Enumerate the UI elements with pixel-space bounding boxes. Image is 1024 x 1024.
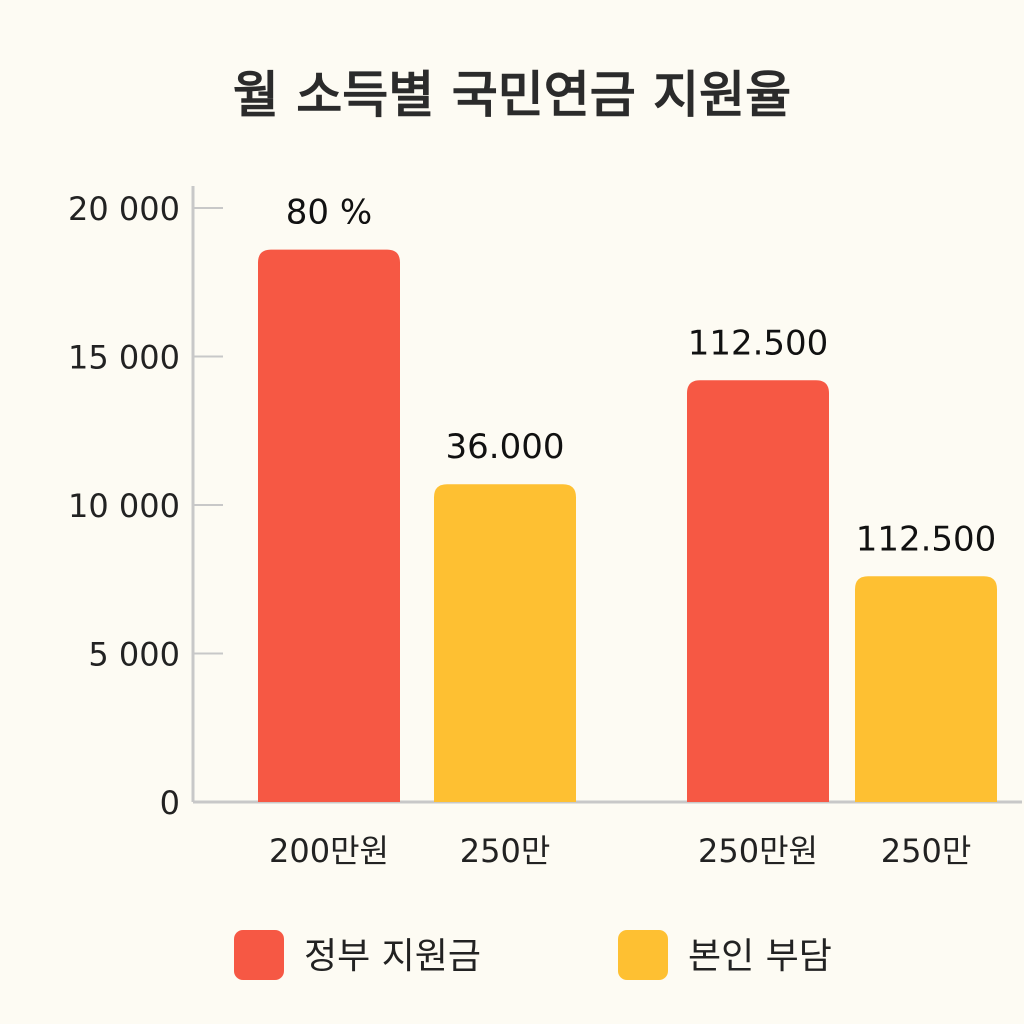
data-label: 112.500 bbox=[856, 519, 997, 559]
bar bbox=[687, 380, 829, 802]
bar bbox=[258, 249, 400, 802]
y-tick-label: 15 000 bbox=[68, 339, 180, 377]
bar bbox=[434, 484, 576, 802]
axes: 0 5 000 10 000 15 000 20 000 bbox=[68, 186, 1022, 822]
legend-label: 정부 지원금 bbox=[304, 936, 481, 977]
chart-title: 월 소득별 국민연금 지원율 bbox=[233, 66, 791, 124]
legend: 정부 지원금 본인 부담 bbox=[234, 930, 832, 980]
x-tick-label: 200만원 bbox=[269, 832, 389, 870]
y-tick-label: 0 bbox=[160, 784, 180, 822]
bars: 80 % 200만원 36.000 250만 112.500 250만원 112.500 25… bbox=[258, 193, 997, 870]
legend-swatch bbox=[234, 930, 284, 980]
data-label: 36.000 bbox=[446, 427, 565, 467]
y-tick-label: 20 000 bbox=[68, 190, 180, 228]
x-tick-label: 250만원 bbox=[698, 832, 818, 870]
legend-label: 본인 부담 bbox=[688, 936, 832, 977]
bar bbox=[855, 576, 997, 802]
legend-swatch bbox=[618, 930, 668, 980]
y-tick-label: 10 000 bbox=[68, 487, 180, 525]
x-tick-label: 250만 bbox=[460, 832, 551, 870]
x-tick-label: 250만 bbox=[881, 832, 972, 870]
data-label: 80 % bbox=[286, 193, 372, 233]
data-label: 112.500 bbox=[688, 323, 829, 363]
y-tick-label: 5 000 bbox=[88, 636, 180, 674]
